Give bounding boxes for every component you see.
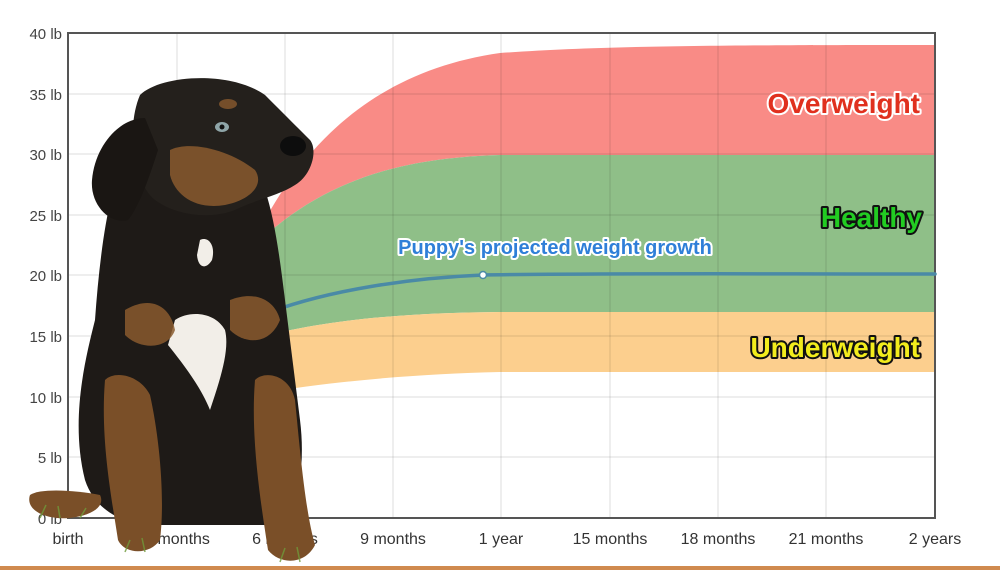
y-tick-40: 40 lb bbox=[29, 26, 62, 43]
x-tick-3-months: 3 months bbox=[144, 531, 210, 548]
overweight-band bbox=[250, 45, 935, 250]
x-tick-1-year: 1 year bbox=[479, 531, 524, 548]
y-axis-labels: 40 lb 35 lb 30 lb 25 lb 20 lb 15 lb 10 l… bbox=[29, 26, 62, 528]
underweight-label: Underweight bbox=[750, 332, 920, 363]
y-tick-20: 20 lb bbox=[29, 268, 62, 285]
projection-marker bbox=[478, 270, 488, 280]
x-tick-9-months: 9 months bbox=[360, 531, 426, 548]
puppy-photo bbox=[29, 78, 315, 563]
y-tick-25: 25 lb bbox=[29, 208, 62, 225]
y-tick-15: 15 lb bbox=[29, 329, 62, 346]
x-tick-15-months: 15 months bbox=[573, 531, 648, 548]
projection-line bbox=[268, 272, 937, 314]
x-axis-labels: birth 3 months 6 months 9 months 1 year … bbox=[52, 531, 961, 548]
y-tick-35: 35 lb bbox=[29, 87, 62, 104]
bottom-accent-bar bbox=[0, 566, 1000, 570]
overweight-label: Overweight bbox=[768, 88, 920, 119]
y-tick-10: 10 lb bbox=[29, 390, 62, 407]
y-tick-5: 5 lb bbox=[38, 450, 62, 467]
x-tick-birth: birth bbox=[52, 531, 83, 548]
x-tick-18-months: 18 months bbox=[681, 531, 756, 548]
underweight-band bbox=[250, 312, 935, 395]
x-tick-21-months: 21 months bbox=[789, 531, 864, 548]
healthy-label: Healthy bbox=[821, 202, 923, 233]
x-tick-2-years: 2 years bbox=[909, 531, 961, 548]
healthy-band bbox=[250, 155, 935, 340]
y-tick-30: 30 lb bbox=[29, 147, 62, 164]
projection-label: Puppy's projected weight growth bbox=[398, 237, 712, 259]
